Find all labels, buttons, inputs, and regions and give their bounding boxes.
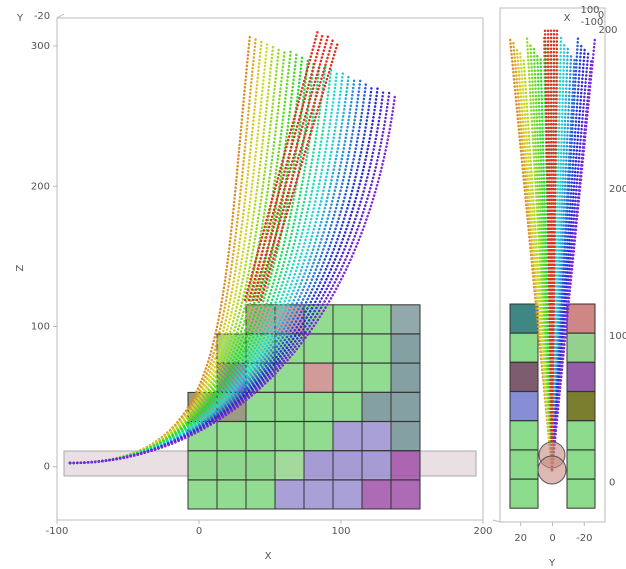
calo-cell <box>391 392 420 421</box>
calo-cell <box>510 333 538 362</box>
trajectory <box>551 48 552 470</box>
calo-cell <box>391 480 420 509</box>
calo-cell <box>246 422 275 451</box>
calo-cell <box>304 363 333 392</box>
z-tick-label: 200 <box>609 184 626 195</box>
calo-cell <box>275 422 304 451</box>
x-axis-label: X <box>265 551 272 562</box>
x-tick-label: 0 <box>196 526 202 537</box>
calo-cell <box>510 392 538 421</box>
calo-cell <box>567 421 595 450</box>
calo-cell <box>333 363 362 392</box>
calo-cell <box>391 363 420 392</box>
calo-cell <box>567 304 595 333</box>
vertex <box>538 456 566 484</box>
x-tick-label: -100 <box>46 526 69 537</box>
z-axis-label: Z <box>15 264 26 271</box>
x-tick-label: 100 <box>331 526 350 537</box>
calo-cell <box>510 304 538 333</box>
calo-cell <box>275 480 304 509</box>
calo-cell <box>217 480 246 509</box>
x-tick-label: 200 <box>473 526 492 537</box>
calo-cell <box>362 422 391 451</box>
calo-cell <box>391 334 420 363</box>
calo-cell <box>391 305 420 334</box>
calo-cell <box>567 479 595 508</box>
calo-cell <box>362 305 391 334</box>
calo-cell <box>567 362 595 391</box>
z-tick-label: 300 <box>31 41 50 52</box>
calo-cell <box>567 392 595 421</box>
calo-cell <box>362 363 391 392</box>
plot-frame <box>493 520 500 522</box>
calo-cell <box>304 334 333 363</box>
calo-cell <box>391 422 420 451</box>
calo-cell <box>333 392 362 421</box>
top-label: 100 <box>580 5 599 16</box>
calo-cell <box>362 480 391 509</box>
z-tick-label: 200 <box>31 181 50 192</box>
calo-cell <box>510 362 538 391</box>
event-display: Y -20 X Z Y X 100 0 -100 200 -1000100200… <box>0 0 626 569</box>
y-axis-label: Y <box>16 13 24 24</box>
y-corner-label: -20 <box>34 11 50 22</box>
z-tick-label: 100 <box>31 321 50 332</box>
calo-cell <box>304 392 333 421</box>
calo-cell <box>304 422 333 451</box>
calo-cell <box>362 334 391 363</box>
y-tick-label: 0 <box>549 533 555 544</box>
calo-cell <box>275 392 304 421</box>
calo-cell <box>567 450 595 479</box>
calo-cell <box>246 451 275 480</box>
calo-cell <box>304 451 333 480</box>
calo-cell <box>510 479 538 508</box>
calo-cell <box>217 451 246 480</box>
calo-cell <box>188 451 217 480</box>
calo-cell <box>510 421 538 450</box>
calo-cell <box>275 451 304 480</box>
calo-cell <box>391 451 420 480</box>
calo-cell <box>188 480 217 509</box>
calo-cell <box>333 334 362 363</box>
y-axis-label: Y <box>548 558 556 569</box>
calo-cell <box>567 333 595 362</box>
calo-cell <box>510 450 538 479</box>
calo-cell <box>246 480 275 509</box>
plot-frame <box>57 14 64 18</box>
calo-cell <box>246 392 275 421</box>
calo-cell <box>362 451 391 480</box>
calo-cell <box>362 392 391 421</box>
calo-cell <box>333 305 362 334</box>
calo-cell <box>333 451 362 480</box>
calo-cell <box>333 480 362 509</box>
calo-cell <box>333 422 362 451</box>
top-label: 200 <box>598 25 617 36</box>
calo-cell <box>217 422 246 451</box>
y-tick-label: 20 <box>514 533 527 544</box>
x-axis-label: X <box>564 13 571 24</box>
z-tick-label: 0 <box>44 462 50 473</box>
z-tick-label: 100 <box>609 331 626 342</box>
y-tick-label: -20 <box>576 533 592 544</box>
calo-cell <box>304 480 333 509</box>
z-tick-label: 0 <box>609 478 615 489</box>
